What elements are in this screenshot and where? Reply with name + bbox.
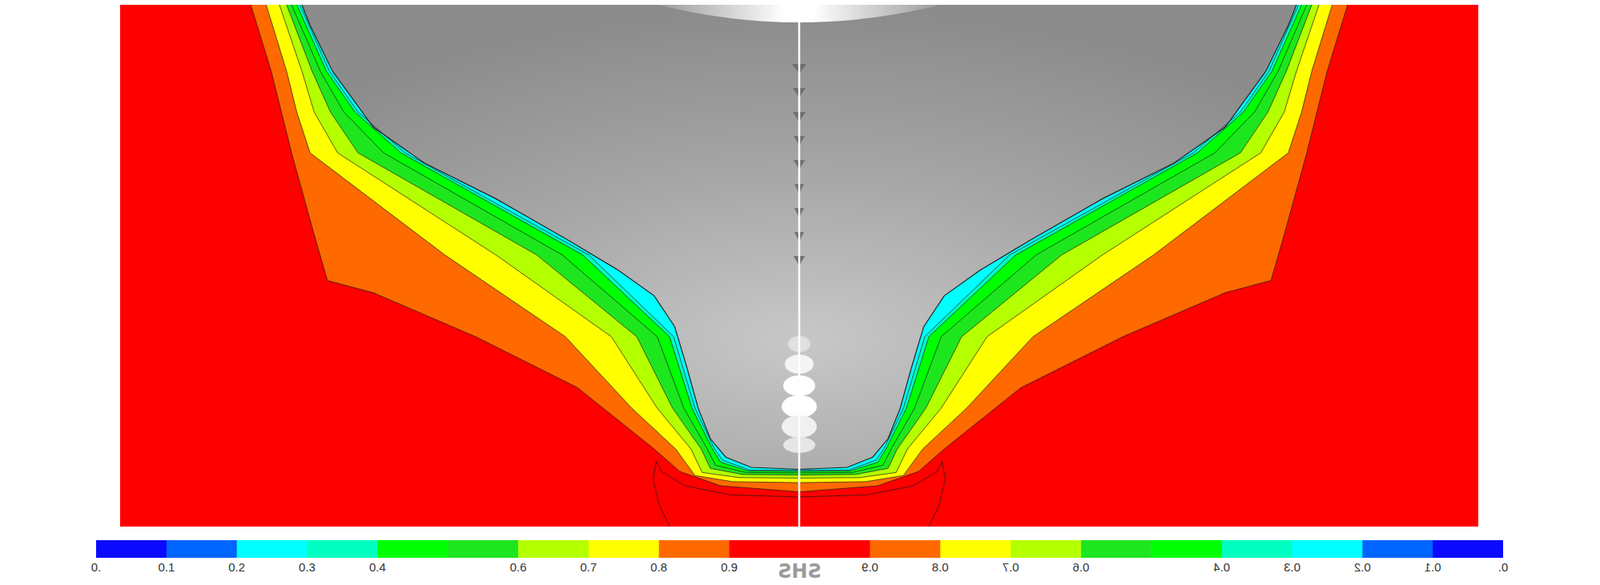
colorbar-tick-label-mirrored: 0.8 — [932, 560, 949, 575]
colorbar-band — [659, 540, 730, 559]
contour-line — [265, 4, 800, 483]
contour-line — [799, 4, 1299, 471]
colorbar-tick-label: 0.3 — [298, 560, 316, 575]
contour-line — [799, 4, 1333, 483]
colorbar-tick-label-mirrored: 0.4 — [1213, 560, 1231, 575]
contour-line — [291, 4, 800, 474]
contour-line — [286, 4, 800, 476]
colorbar-tick-label-mirrored: 0.7 — [1002, 560, 1020, 575]
colorbar-band — [166, 540, 238, 559]
colorbar-band — [940, 540, 1011, 559]
colorbar-tick-label-mirrored: 0.1 — [1424, 560, 1442, 575]
colorbar-tick-label-mirrored: 0.3 — [1283, 560, 1301, 575]
colorbar-band — [1291, 540, 1363, 559]
hull-edge — [799, 4, 1297, 471]
colorbar-band — [447, 540, 519, 559]
colorbar-tick-label-mirrored: 0.9 — [861, 560, 879, 575]
colorbar-title: SHS — [777, 560, 822, 583]
contour-line — [799, 4, 1319, 479]
colorbar-tick-label: 0.6 — [510, 560, 527, 575]
centerline — [798, 4, 801, 527]
contour-line — [299, 4, 800, 471]
colorbar-tick-label: 0.8 — [650, 560, 668, 575]
colorbar-band — [588, 540, 660, 559]
colorbar-band — [1080, 540, 1151, 559]
colorbar-band — [1150, 540, 1222, 559]
contour-line — [799, 4, 1312, 476]
page: {"chart_data": { "type": "contour", "xli… — [0, 0, 1600, 585]
colorbar-tick-label-mirrored: 0.6 — [1072, 560, 1090, 575]
plot-background — [120, 4, 1479, 527]
colorbar-band — [518, 540, 589, 559]
colorbar-band — [1432, 540, 1504, 559]
colorbar-band — [1362, 540, 1433, 559]
colorbar-tick-label: 0.1 — [157, 560, 175, 575]
plot-area — [120, 4, 1479, 527]
colorbar-band — [1009, 540, 1081, 559]
contour-line — [279, 4, 800, 479]
colorbar-band — [799, 540, 870, 559]
contour-line — [799, 4, 1307, 474]
colorbar-band — [729, 540, 800, 559]
colorbar: 0. 0. 0.1 0.1 0.2 0.2 0.3 0.3 0.4 0.4 0.6 0.6 0.7 0.7… — [91, 540, 1509, 583]
colorbar-tick-label: 0.2 — [228, 560, 246, 575]
colorbar-band — [307, 540, 378, 559]
colorbar-band — [96, 540, 167, 559]
contour-line — [250, 4, 800, 493]
contour-line — [297, 4, 800, 472]
colorbar-band — [377, 540, 448, 559]
colorbar-band — [237, 540, 308, 559]
contour-line — [799, 461, 945, 527]
colorbar-tick-label: 0. — [91, 560, 102, 575]
chart: 0. 0. 0.1 0.1 0.2 0.2 0.3 0.3 0.4 0.4 0.6 0.6 0.7 0.7… — [0, 0, 1600, 585]
colorbar-tick-label: 0.4 — [369, 560, 386, 575]
colorbar-band — [869, 540, 941, 559]
contour-line — [799, 4, 1348, 493]
contour-line — [799, 4, 1302, 472]
hull-edge — [301, 4, 800, 471]
colorbar-tick-label: 0.7 — [580, 560, 598, 575]
colorbar-tick-label-mirrored: 0. — [1498, 560, 1509, 575]
colorbar-tick-label-mirrored: 0.2 — [1354, 560, 1371, 575]
colorbar-band — [1221, 540, 1292, 559]
colorbar-tick-label: 0.9 — [720, 560, 738, 575]
contour-line — [653, 461, 800, 527]
